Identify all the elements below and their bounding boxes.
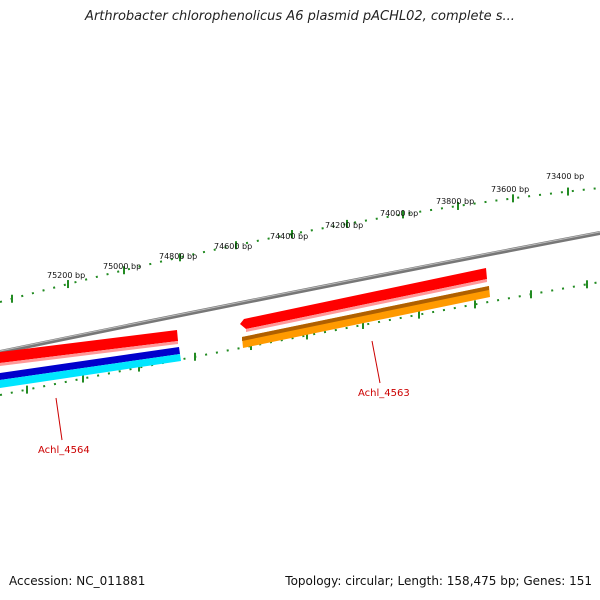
gene-label-achl-4563[interactable]: Achl_4563	[358, 388, 410, 399]
gene-achl-4563-tracks[interactable]	[240, 268, 490, 348]
ruler-tick-labels: 75200 bp 75000 bp 74800 bp 74600 bp 7440…	[47, 172, 584, 280]
tick-label: 73600 bp	[491, 185, 529, 194]
cds-red-left-shade	[0, 341, 178, 366]
tick-label: 74600 bp	[214, 242, 252, 251]
map-title: Arthrobacter chlorophenolicus A6 plasmid…	[85, 9, 515, 24]
topology-text: Topology: circular; Length: 158,475 bp; …	[285, 574, 592, 588]
outer-ruler-ring	[0, 187, 600, 303]
plasmid-backbone	[0, 231, 600, 354]
accession-text: Accession: NC_011881	[9, 574, 146, 588]
inner-ruler-ring	[0, 281, 600, 396]
tick-label: 75200 bp	[47, 271, 85, 280]
tick-label: 73400 bp	[546, 172, 584, 181]
gene-blue-left[interactable]	[0, 347, 180, 380]
cds-red-left[interactable]	[0, 330, 178, 363]
outer-major-ticks	[11, 187, 569, 303]
gene-label-achl-4564[interactable]: Achl_4564	[38, 445, 90, 456]
tick-label: 75000 bp	[103, 262, 141, 271]
tick-label: 74200 bp	[325, 221, 363, 230]
gene-achl-4564-tracks[interactable]	[0, 330, 181, 388]
tick-label: 74800 bp	[159, 252, 197, 261]
plasmid-backbone-highlight	[0, 231, 600, 352]
gene-cyan-left[interactable]	[0, 354, 181, 388]
tick-label: 73800 bp	[436, 197, 474, 206]
gene-label-leader	[55, 397, 63, 441]
tick-label: 74000 bp	[380, 209, 418, 218]
inner-major-ticks	[26, 280, 588, 394]
cds-red-right-shade	[246, 279, 487, 332]
cds-red-right[interactable]	[240, 268, 487, 329]
tick-label: 74400 bp	[270, 232, 308, 241]
gene-orange-right-edge	[242, 286, 489, 341]
gene-label-leader	[371, 340, 381, 384]
